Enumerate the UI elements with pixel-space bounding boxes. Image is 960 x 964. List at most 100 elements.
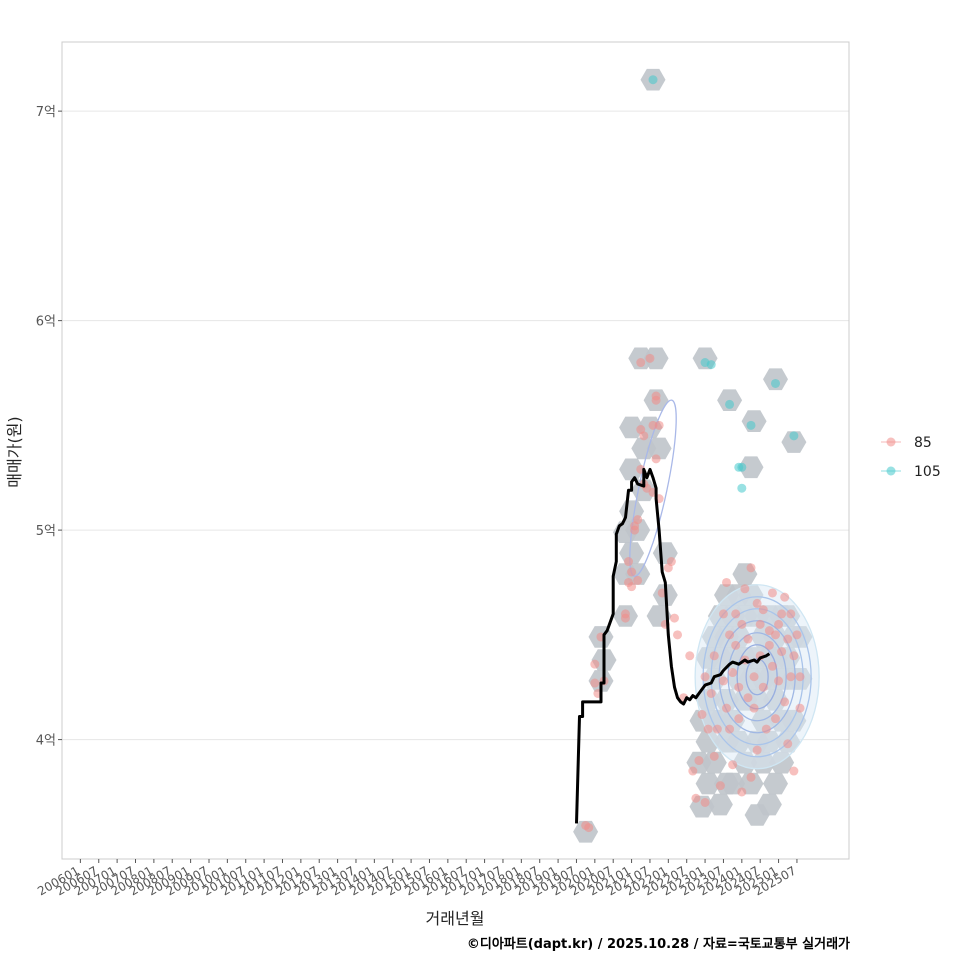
scatter-point-85 xyxy=(752,745,762,755)
scatter-point-85 xyxy=(722,703,732,713)
scatter-point-85 xyxy=(795,672,805,682)
scatter-point-105 xyxy=(725,399,735,409)
scatter-point-85 xyxy=(746,772,756,782)
scatter-point-85 xyxy=(722,577,732,587)
scatter-point-85 xyxy=(789,651,799,661)
scatter-point-85 xyxy=(746,563,756,573)
scatter-point-85 xyxy=(620,613,630,623)
scatter-point-85 xyxy=(728,668,738,678)
hexbin-cell xyxy=(707,793,733,816)
scatter-point-85 xyxy=(740,584,750,594)
legend: 85 105 xyxy=(881,435,941,480)
scatter-point-85 xyxy=(590,678,600,688)
scatter-point-85 xyxy=(789,766,799,776)
scatter-point-85 xyxy=(624,557,634,567)
scatter-point-85 xyxy=(633,575,643,585)
scatter-point-85 xyxy=(685,651,695,661)
density-contour xyxy=(727,632,787,722)
scatter-point-85 xyxy=(734,714,744,724)
scatter-point-85 xyxy=(709,651,719,661)
scatter-point-85 xyxy=(783,739,793,749)
y-axis-title: 매매가(원) xyxy=(5,416,24,487)
scatter-point-85 xyxy=(728,760,738,770)
scatter-point-85 xyxy=(712,724,722,734)
scatter-point-85 xyxy=(749,703,759,713)
scatter-point-85 xyxy=(774,676,784,686)
legend-key-point xyxy=(886,437,896,447)
scatter-point-85 xyxy=(767,661,777,671)
scatter-point-105 xyxy=(737,483,747,493)
scatter-point-105 xyxy=(789,431,799,441)
scatter-point-85 xyxy=(584,823,594,833)
scatter-point-layer xyxy=(581,75,805,833)
scatter-point-85 xyxy=(771,630,781,640)
scatter-point-85 xyxy=(725,724,735,734)
scatter-point-85 xyxy=(639,431,649,441)
scatter-point-85 xyxy=(691,793,701,803)
scatter-point-85 xyxy=(688,766,698,776)
scatter-point-85 xyxy=(755,619,765,629)
scatter-point-85 xyxy=(590,659,600,669)
scatter-point-85 xyxy=(771,714,781,724)
y-tick-label: 5억 xyxy=(36,524,56,539)
scatter-point-85 xyxy=(761,724,771,734)
scatter-point-85 xyxy=(700,797,710,807)
scatter-point-85 xyxy=(718,676,728,686)
scatter-point-85 xyxy=(694,756,704,766)
y-tick-label: 6억 xyxy=(36,315,56,330)
scatter-point-85 xyxy=(743,693,753,703)
hexbin-cell xyxy=(643,347,669,370)
y-tick-label: 4억 xyxy=(36,734,56,749)
scatter-point-85 xyxy=(633,515,643,525)
hexbin-cell xyxy=(738,456,764,479)
scatter-point-85 xyxy=(758,682,768,692)
scatter-point-85 xyxy=(764,640,774,650)
hexbin-cell xyxy=(701,751,727,774)
scatter-point-105 xyxy=(746,420,756,430)
scatter-point-85 xyxy=(725,630,735,640)
x-axis-title: 거래년월 xyxy=(426,909,485,928)
y-tick-label: 7억 xyxy=(36,105,56,120)
scatter-point-85 xyxy=(731,609,741,619)
scatter-point-85 xyxy=(731,640,741,650)
scatter-point-85 xyxy=(758,605,768,615)
scatter-point-85 xyxy=(669,613,679,623)
scatter-point-85 xyxy=(767,588,777,598)
scatter-point-85 xyxy=(636,358,646,368)
scatter-point-85 xyxy=(783,634,793,644)
scatter-point-85 xyxy=(737,787,747,797)
scatter-point-85 xyxy=(786,672,796,682)
hexbin-cell xyxy=(763,772,788,795)
legend-label: 105 xyxy=(914,464,941,480)
scatter-point-85 xyxy=(795,703,805,713)
plot-panel-border xyxy=(61,41,850,860)
hexbin-cell xyxy=(781,431,807,453)
hexbin-cell xyxy=(695,772,721,795)
hexbin-cell xyxy=(619,458,645,481)
scatter-point-85 xyxy=(706,689,716,699)
scatter-point-85 xyxy=(780,697,790,707)
scatter-point-85 xyxy=(666,557,676,567)
scatter-point-85 xyxy=(734,682,744,692)
scatter-point-85 xyxy=(774,619,784,629)
scatter-point-85 xyxy=(700,672,710,682)
scatter-point-85 xyxy=(780,592,790,602)
hexbin-cell xyxy=(646,437,672,460)
scatter-point-105 xyxy=(648,75,658,85)
scatter-point-85 xyxy=(627,582,637,592)
source-caption: ©디아파트(dapt.kr) / 2025.10.28 / 자료=국토교통부 실… xyxy=(466,937,850,952)
scatter-point-85 xyxy=(709,751,719,761)
scatter-point-85 xyxy=(792,630,802,640)
hexbin-cell xyxy=(744,804,770,826)
scatter-point-85 xyxy=(737,619,747,629)
scatter-point-105 xyxy=(706,360,716,370)
scatter-point-85 xyxy=(651,391,661,401)
legend-label: 85 xyxy=(914,435,932,451)
scatter-point-85 xyxy=(718,609,728,619)
scatter-point-85 xyxy=(777,647,787,657)
scatter-point-85 xyxy=(749,672,759,682)
scatter-point-85 xyxy=(654,420,664,430)
scatter-point-105 xyxy=(771,378,781,388)
